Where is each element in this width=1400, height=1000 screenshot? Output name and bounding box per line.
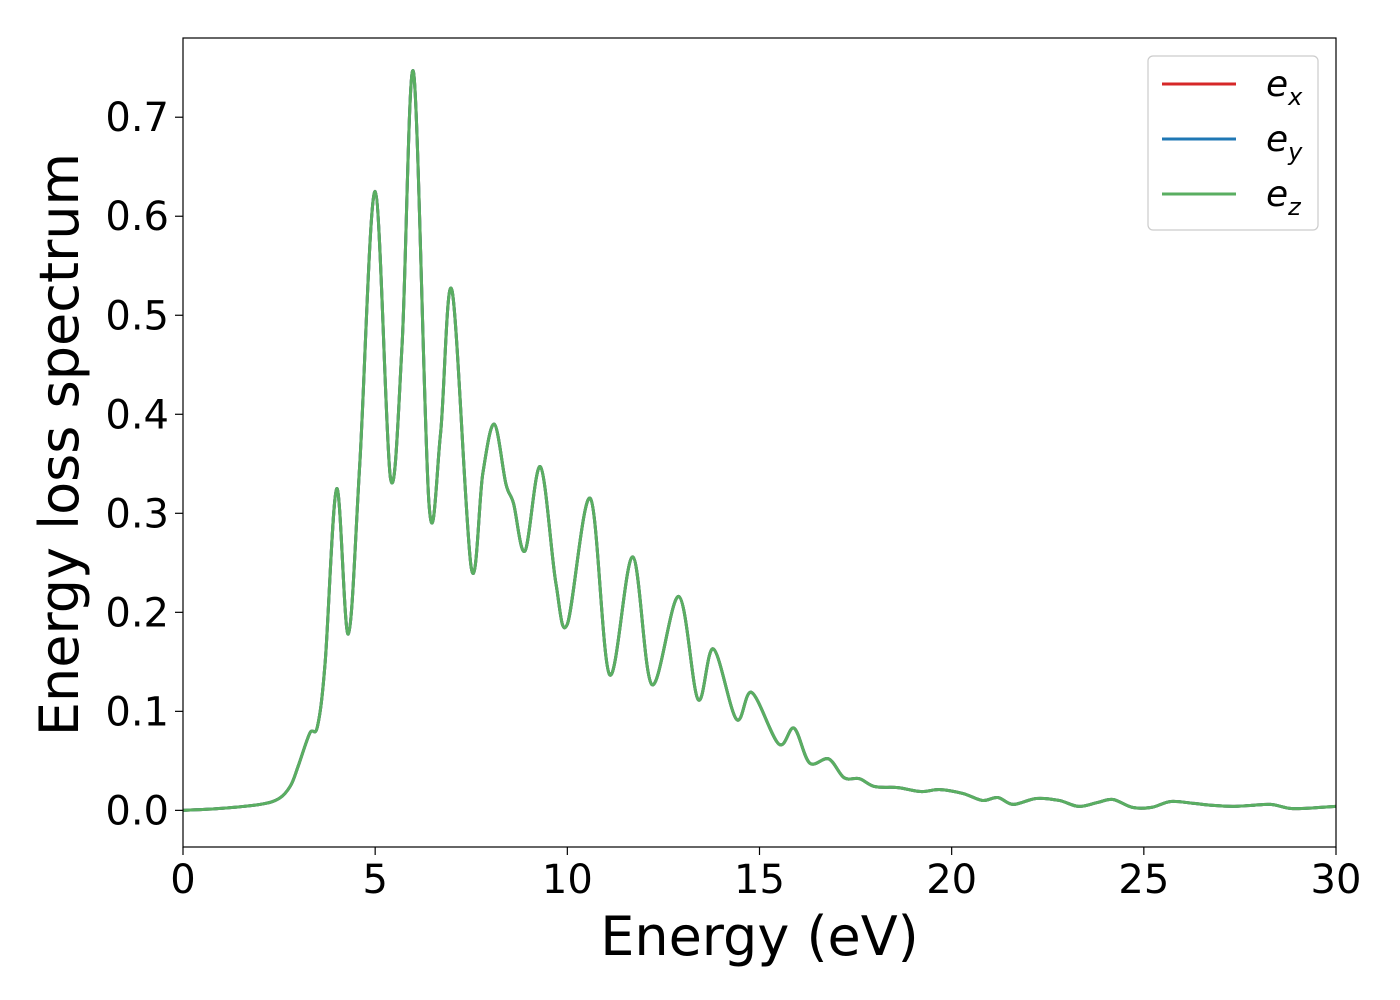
legend-label: ey — [1266, 119, 1303, 166]
y-tick-label: 0.4 — [105, 392, 169, 438]
x-tick-label: 30 — [1311, 857, 1362, 903]
x-tick-label: 25 — [1118, 857, 1169, 903]
legend-label: ez — [1266, 174, 1302, 221]
y-tick-label: 0.2 — [105, 590, 169, 636]
legend-label: ex — [1266, 64, 1303, 111]
x-axis: 0 5 10 15 20 25 30 — [170, 847, 1361, 903]
series-line-e-z — [183, 69, 1336, 812]
y-tick-label: 0.0 — [105, 788, 169, 834]
y-axis-title: Energy loss spectrum — [28, 153, 91, 736]
x-tick-label: 0 — [170, 857, 195, 903]
y-tick-label: 0.6 — [105, 194, 169, 240]
y-tick-label: 0.3 — [105, 491, 169, 537]
x-tick-label: 20 — [926, 857, 977, 903]
y-tick-label: 0.7 — [105, 95, 169, 141]
legend: ex ey ez — [1147, 55, 1319, 231]
x-axis-title: Energy (eV) — [600, 905, 919, 968]
y-tick-label: 0.5 — [105, 293, 169, 339]
x-tick-label: 10 — [542, 857, 593, 903]
x-tick-label: 15 — [734, 857, 785, 903]
legend-box — [1147, 55, 1319, 231]
y-tick-label: 0.1 — [105, 689, 169, 735]
x-tick-label: 5 — [362, 857, 387, 903]
y-axis: 0.0 0.1 0.2 0.3 0.4 0.5 0.6 0.7 — [105, 95, 183, 834]
